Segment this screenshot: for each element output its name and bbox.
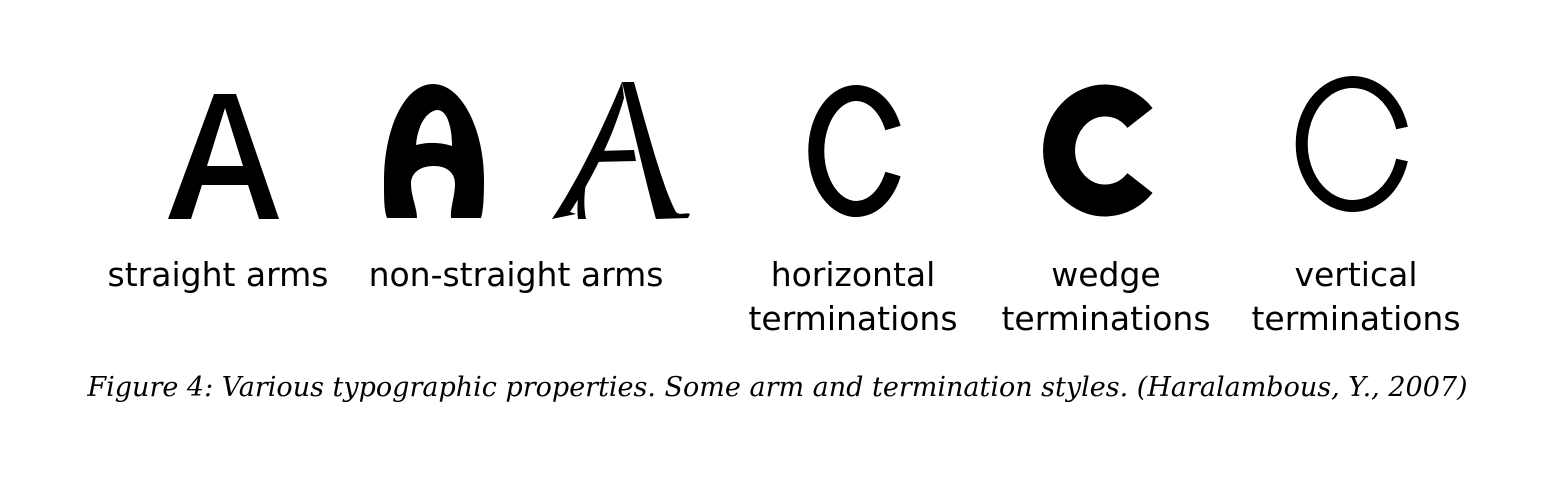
label-vertical-terminations: vertical terminations (1238, 253, 1474, 341)
glyph-row (168, 76, 1408, 219)
glyph-a-non-straight-arms-calligraphic (552, 82, 690, 219)
glyph-a-straight-arms (168, 94, 279, 219)
label-horizontal-line2: terminations (748, 299, 958, 338)
label-wedge-terminations: wedge terminations (988, 253, 1224, 341)
label-horizontal-line1: horizontal (770, 255, 936, 294)
label-non-straight-arms: non-straight arms (360, 253, 672, 297)
glyph-c-vertical-terminations (1295, 76, 1408, 212)
label-wedge-line1: wedge (1051, 255, 1161, 294)
label-straight-arms-text: straight arms (107, 255, 329, 294)
glyph-a-non-straight-arms-bold (384, 84, 484, 218)
label-vertical-line2: terminations (1251, 299, 1461, 338)
label-horizontal-terminations: horizontal terminations (735, 253, 971, 341)
label-non-straight-arms-text: non-straight arms (368, 255, 664, 294)
figure-caption: Figure 4: Various typographic properties… (87, 372, 1468, 403)
label-vertical-line1: vertical (1294, 255, 1418, 294)
glyph-c-horizontal-terminations (808, 85, 901, 217)
label-straight-arms: straight arms (100, 253, 336, 297)
glyph-c-wedge-terminations (1043, 84, 1153, 217)
label-wedge-line2: terminations (1001, 299, 1211, 338)
